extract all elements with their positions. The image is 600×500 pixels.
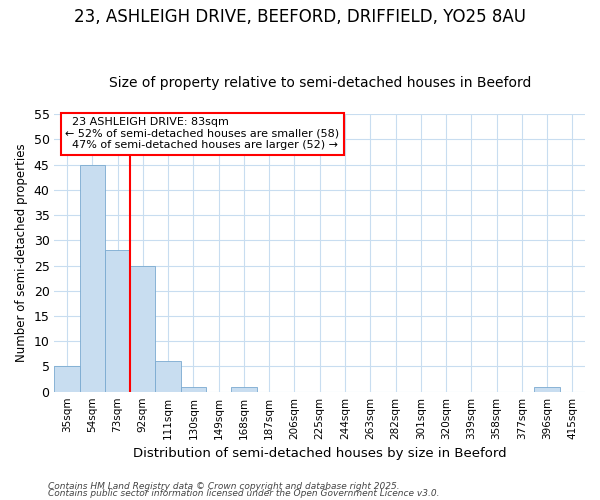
Text: 23, ASHLEIGH DRIVE, BEEFORD, DRIFFIELD, YO25 8AU: 23, ASHLEIGH DRIVE, BEEFORD, DRIFFIELD, … xyxy=(74,8,526,26)
Text: 23 ASHLEIGH DRIVE: 83sqm  
← 52% of semi-detached houses are smaller (58)
  47% : 23 ASHLEIGH DRIVE: 83sqm ← 52% of semi-d… xyxy=(65,117,339,150)
Bar xyxy=(55,366,80,392)
Bar xyxy=(80,164,105,392)
Bar xyxy=(130,266,155,392)
Y-axis label: Number of semi-detached properties: Number of semi-detached properties xyxy=(15,144,28,362)
Bar xyxy=(231,386,257,392)
Bar xyxy=(105,250,130,392)
Text: Contains HM Land Registry data © Crown copyright and database right 2025.: Contains HM Land Registry data © Crown c… xyxy=(48,482,400,491)
Bar xyxy=(155,362,181,392)
Bar xyxy=(535,386,560,392)
Text: Contains public sector information licensed under the Open Government Licence v3: Contains public sector information licen… xyxy=(48,490,439,498)
X-axis label: Distribution of semi-detached houses by size in Beeford: Distribution of semi-detached houses by … xyxy=(133,447,506,460)
Bar xyxy=(181,386,206,392)
Title: Size of property relative to semi-detached houses in Beeford: Size of property relative to semi-detach… xyxy=(109,76,531,90)
